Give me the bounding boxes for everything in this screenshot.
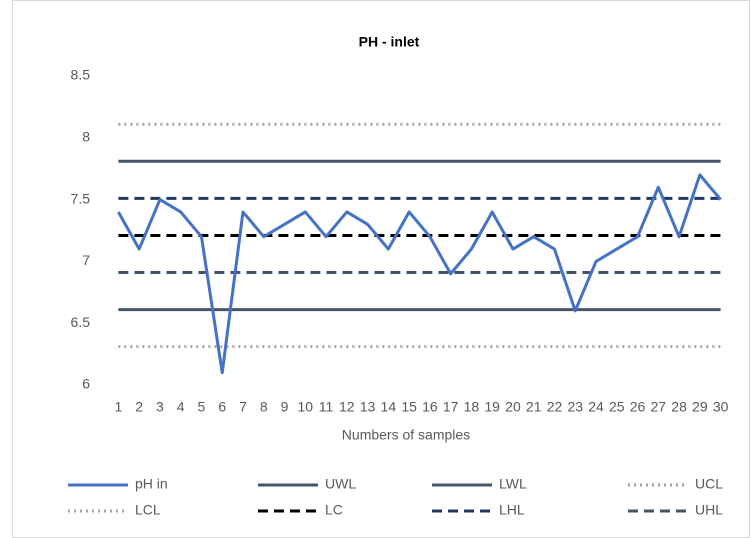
x-tick-label: 16 xyxy=(422,399,438,415)
legend-label: LCL xyxy=(135,502,161,518)
x-tick-label: 18 xyxy=(464,399,480,415)
y-tick-label: 8.5 xyxy=(71,67,91,83)
x-tick-label: 4 xyxy=(177,399,185,415)
x-tick-label: 26 xyxy=(630,399,646,415)
x-tick-label: 25 xyxy=(609,399,625,415)
x-tick-label: 7 xyxy=(239,399,247,415)
x-tick-label: 3 xyxy=(156,399,164,415)
x-tick-label: 15 xyxy=(401,399,417,415)
y-tick-label: 7 xyxy=(82,252,90,268)
x-tick-label: 14 xyxy=(381,399,397,415)
series-line xyxy=(117,173,722,375)
legend-label: LHL xyxy=(499,502,525,518)
x-tick-label: 5 xyxy=(198,399,206,415)
chart-title: PH - inlet xyxy=(359,34,420,50)
x-tick-label: 20 xyxy=(505,399,521,415)
y-tick-label: 8 xyxy=(82,129,90,145)
x-tick-label: 30 xyxy=(713,399,729,415)
x-tick-label: 11 xyxy=(319,399,334,415)
y-tick-label: 7.5 xyxy=(71,190,91,206)
x-tick-label: 29 xyxy=(692,399,708,415)
x-tick-label: 6 xyxy=(218,399,226,415)
legend-label: pH in xyxy=(135,476,168,492)
x-tick-label: 23 xyxy=(567,399,583,415)
x-tick-label: 21 xyxy=(526,399,542,415)
x-tick-label: 1 xyxy=(114,399,122,415)
x-tick-label: 13 xyxy=(360,399,376,415)
legend-label: LC xyxy=(325,502,343,518)
legend-label: UWL xyxy=(325,476,356,492)
x-tick-label: 8 xyxy=(260,399,268,415)
x-tick-label: 2 xyxy=(135,399,143,415)
legend-label: UCL xyxy=(695,476,723,492)
x-tick-label: 19 xyxy=(484,399,500,415)
x-tick-label: 17 xyxy=(443,399,459,415)
x-tick-label: 22 xyxy=(547,399,563,415)
legend-label: LWL xyxy=(499,476,527,492)
y-tick-label: 6.5 xyxy=(71,314,91,330)
y-tick-label: 6 xyxy=(82,376,90,392)
x-tick-label: 10 xyxy=(297,399,313,415)
x-tick-label: 24 xyxy=(588,399,604,415)
chart-frame xyxy=(12,0,750,538)
x-axis-label: Numbers of samples xyxy=(342,427,470,443)
x-tick-label: 9 xyxy=(281,399,289,415)
legend-label: UHL xyxy=(695,502,723,518)
x-tick-label: 12 xyxy=(339,399,355,415)
x-tick-label: 27 xyxy=(651,399,667,415)
x-tick-label: 28 xyxy=(671,399,687,415)
